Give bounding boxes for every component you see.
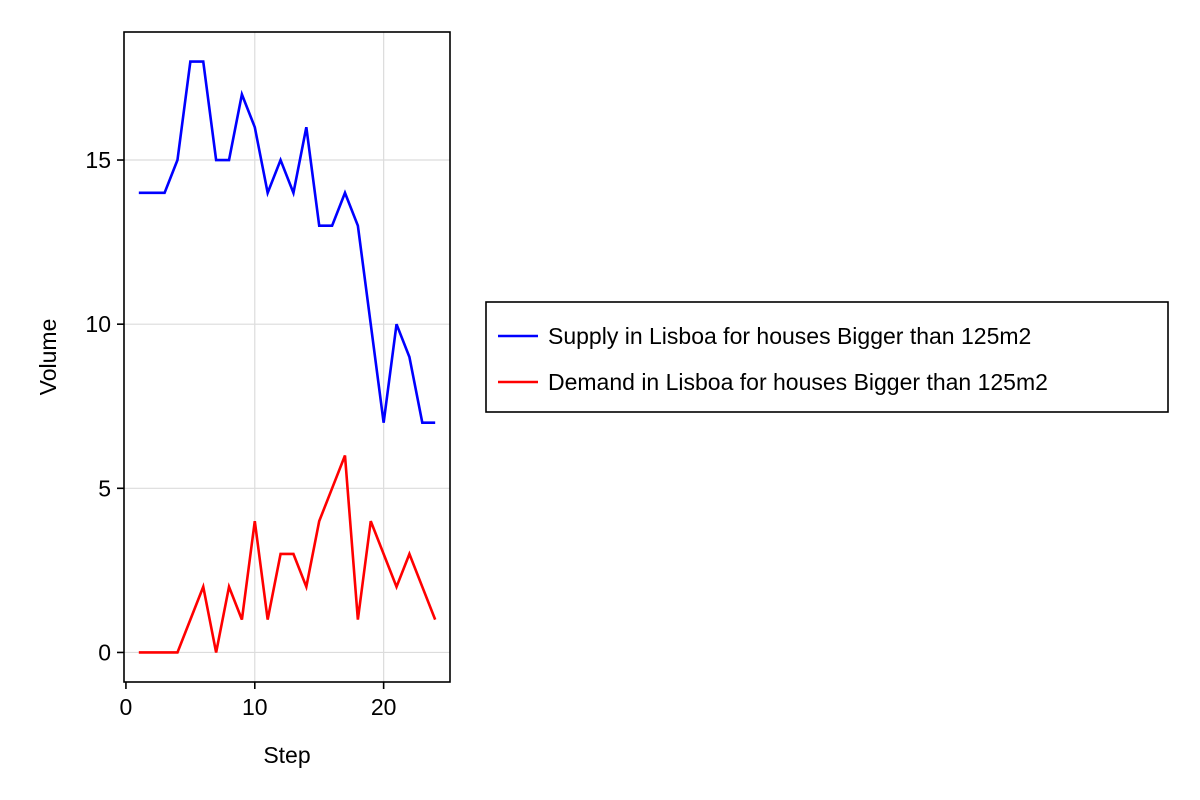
y-tick-label: 10 xyxy=(85,311,111,337)
y-tick-label: 15 xyxy=(85,147,111,173)
series-line-supply xyxy=(138,60,436,424)
legend-box xyxy=(485,301,1169,413)
x-tick-label: 10 xyxy=(242,694,268,720)
legend-label-demand: Demand in Lisboa for houses Bigger than … xyxy=(548,369,1048,395)
legend: Supply in Lisboa for houses Bigger than … xyxy=(485,301,1169,413)
grid xyxy=(124,32,450,682)
y-tick-label: 5 xyxy=(98,475,111,501)
x-axis-title: Step xyxy=(263,742,310,768)
legend-label-supply: Supply in Lisboa for houses Bigger than … xyxy=(548,323,1031,349)
plot-frame xyxy=(123,31,451,683)
axis-ticks: 0 10 20 0 5 10 15 xyxy=(85,147,396,720)
series-line-demand xyxy=(138,455,437,654)
y-axis-title: Volume xyxy=(35,319,61,396)
x-tick-label: 20 xyxy=(371,694,397,720)
y-tick-label: 0 xyxy=(98,639,111,665)
series-lines xyxy=(138,60,437,654)
x-tick-label: 0 xyxy=(120,694,133,720)
